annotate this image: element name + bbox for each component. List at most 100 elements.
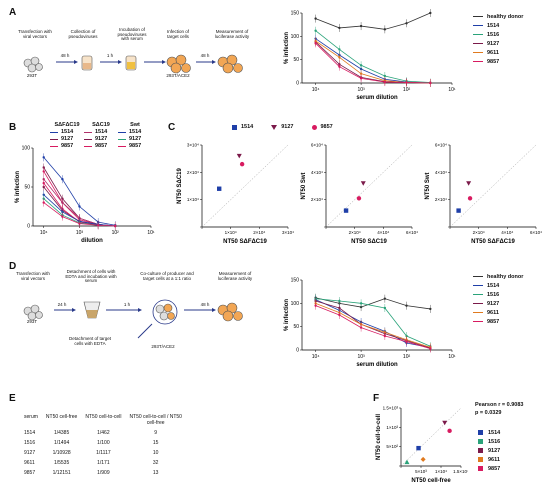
square-icon xyxy=(478,457,483,462)
legend-entry: 9127 xyxy=(473,299,523,308)
x-tick-label: 4×10⁴ xyxy=(377,230,389,235)
line-icon xyxy=(50,138,58,140)
schema-a-time2: 1 h xyxy=(106,53,114,58)
table-cell-serum: 1514 xyxy=(24,430,36,436)
x-tick-label: 6×10⁴ xyxy=(530,230,542,235)
tube-icon-a1 xyxy=(81,55,93,71)
line-icon xyxy=(473,276,483,277)
table-row: 1516 1/1494 1/100 15 xyxy=(20,438,186,448)
panel-label-e: E xyxy=(9,393,16,404)
legend-entry: 9857 xyxy=(311,124,333,130)
series-line xyxy=(315,40,431,84)
legend-label: 1514 xyxy=(488,429,501,436)
y-tick-label: 3×10⁴ xyxy=(187,143,199,148)
legend-entry: 1514 xyxy=(50,129,84,135)
data-point xyxy=(314,304,317,307)
x-axis-label: NT50 SΔFΔC19 xyxy=(471,239,515,245)
table-row: 9857 1/12151 1/909 13 xyxy=(20,468,186,478)
panel-label-b: B xyxy=(9,122,17,133)
cell-cluster-icon-a1 xyxy=(23,56,43,73)
arrow-icon-d3 xyxy=(137,323,153,339)
y-tick-label: 100 xyxy=(291,34,300,40)
data-point xyxy=(42,170,45,173)
line-icon xyxy=(473,312,483,313)
y-axis-label: NT50 SΔC19 xyxy=(177,168,183,204)
data-point xyxy=(416,445,421,451)
identity-line xyxy=(325,144,413,228)
table-cell-ratio: 32 xyxy=(152,460,159,466)
data-point xyxy=(338,65,341,68)
x-tick-label: 10² xyxy=(403,354,411,360)
infected-cells-icon-a xyxy=(166,54,191,74)
legend-label: 1516 xyxy=(488,438,501,445)
data-point xyxy=(359,302,363,305)
legend-entry: 9857 xyxy=(473,317,523,326)
legend-entry: 9857 xyxy=(84,143,118,149)
chart-c1: 1×10⁴ 2×10⁴ 3×10⁴ 1×10⁴ 2×10⁴ 3×10⁴ NT50 SΔFΔC… xyxy=(177,143,294,246)
series-line xyxy=(315,12,431,30)
y-tick-label: 2×10⁴ xyxy=(435,197,447,202)
line-icon xyxy=(84,138,92,140)
cell-cluster-icon-d1 xyxy=(23,304,43,321)
legend-entry: 9857 xyxy=(473,57,523,66)
legend-entry: 1514 xyxy=(473,21,523,30)
table-header-row: serum NT50 cell-free NT50 cell-to-cell N… xyxy=(20,412,186,428)
legend-entry: 9857 xyxy=(478,464,500,473)
y-tick-label: 150 xyxy=(291,11,300,17)
table-cell-serum: 1516 xyxy=(24,440,36,446)
data-point xyxy=(359,72,363,75)
square-icon xyxy=(478,448,483,453)
data-point xyxy=(314,29,317,32)
schema-a-time1: 48 h xyxy=(60,53,70,58)
legend-label: 1514 xyxy=(129,129,142,135)
line-icon xyxy=(473,285,483,286)
data-point xyxy=(217,186,222,191)
schema-d-step4: Measurement of luciferase activity xyxy=(217,271,253,281)
schema-a-step4: Infection of target cells xyxy=(166,29,189,39)
legend-entry: 9127 xyxy=(118,136,152,142)
data-point xyxy=(42,201,45,204)
line-icon xyxy=(84,131,92,133)
line-icon xyxy=(473,25,483,26)
x-tick-label: 2×10⁴ xyxy=(349,230,361,235)
data-point xyxy=(359,77,363,80)
square-icon xyxy=(478,430,483,435)
data-point xyxy=(42,156,45,159)
line-icon xyxy=(118,145,126,147)
schema-a-time3: 48 h xyxy=(200,53,210,58)
schema-d-cell2: 293T/ACE2 xyxy=(151,344,175,349)
legend-label: 1514 xyxy=(487,282,500,289)
chart-a: 0 50 100 150 10⁴ 10³ 10² 10¹ serum dilution % inf… xyxy=(284,9,456,101)
series-line xyxy=(315,298,431,347)
table-header-cellfree: NT50 cell-free xyxy=(45,414,78,420)
table-cell-celltocell: 1/1117 xyxy=(96,450,111,456)
x-tick-label: 10³ xyxy=(357,354,365,360)
data-point xyxy=(429,307,432,311)
square-icon xyxy=(232,124,237,130)
panel-label-c: C xyxy=(168,122,176,133)
x-axis-label: serum dilution xyxy=(356,362,398,368)
schema-a-step2: Collection of pseudoviruses xyxy=(68,29,98,39)
panel-label-f: F xyxy=(373,393,380,404)
table-cell-celltocell: 1/909 xyxy=(97,470,110,476)
schema-d-time1: 24 h xyxy=(57,302,67,307)
table-cell-ratio: 9 xyxy=(154,430,158,436)
y-tick-label: 4×10⁴ xyxy=(435,170,447,175)
series-line xyxy=(315,297,431,310)
data-point xyxy=(236,153,242,159)
data-point xyxy=(338,313,341,317)
data-point xyxy=(359,64,363,67)
x-tick-label: 10⁴ xyxy=(40,230,48,236)
x-tick-label: 6×10⁴ xyxy=(406,230,418,235)
data-point xyxy=(456,208,461,213)
legend-entry: 1514 xyxy=(473,281,523,290)
data-point xyxy=(343,208,349,213)
y-tick-label: 100 xyxy=(22,146,31,152)
legend-label: 9857 xyxy=(129,143,142,149)
legend-entry: 1516 xyxy=(478,437,500,446)
data-point xyxy=(404,459,410,465)
y-axis-label: % infection xyxy=(284,299,290,331)
data-point xyxy=(61,178,64,181)
legend-label: 9127 xyxy=(488,447,501,454)
